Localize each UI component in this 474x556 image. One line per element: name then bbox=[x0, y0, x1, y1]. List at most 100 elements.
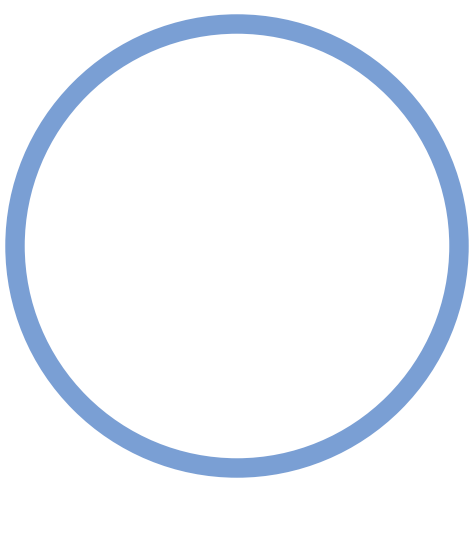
Circle shape bbox=[410, 310, 416, 316]
Polygon shape bbox=[340, 289, 344, 304]
Circle shape bbox=[156, 400, 166, 410]
Circle shape bbox=[257, 132, 262, 137]
Polygon shape bbox=[60, 281, 64, 304]
Circle shape bbox=[262, 134, 266, 138]
Circle shape bbox=[128, 432, 139, 443]
Circle shape bbox=[13, 22, 461, 470]
Polygon shape bbox=[330, 281, 334, 304]
Circle shape bbox=[106, 308, 116, 319]
Circle shape bbox=[387, 421, 393, 428]
Ellipse shape bbox=[230, 122, 244, 140]
Circle shape bbox=[130, 76, 150, 96]
Circle shape bbox=[258, 391, 263, 396]
Circle shape bbox=[27, 36, 447, 456]
Circle shape bbox=[284, 163, 288, 168]
Polygon shape bbox=[220, 283, 224, 304]
Text: minerals: minerals bbox=[130, 339, 190, 353]
Circle shape bbox=[54, 342, 65, 354]
Circle shape bbox=[362, 327, 366, 331]
Circle shape bbox=[70, 360, 77, 367]
Ellipse shape bbox=[308, 124, 323, 147]
Polygon shape bbox=[27, 334, 447, 461]
Circle shape bbox=[427, 412, 436, 421]
FancyArrowPatch shape bbox=[313, 220, 342, 226]
Polygon shape bbox=[270, 287, 274, 304]
Text: CO₂: CO₂ bbox=[103, 220, 128, 232]
Circle shape bbox=[45, 434, 49, 438]
Circle shape bbox=[262, 137, 266, 141]
Circle shape bbox=[103, 444, 111, 453]
Polygon shape bbox=[140, 125, 149, 152]
FancyArrowPatch shape bbox=[190, 327, 239, 349]
Circle shape bbox=[267, 154, 272, 158]
Circle shape bbox=[168, 232, 180, 244]
Polygon shape bbox=[154, 123, 166, 149]
Ellipse shape bbox=[238, 113, 255, 128]
Circle shape bbox=[107, 422, 113, 428]
Polygon shape bbox=[360, 287, 364, 304]
Circle shape bbox=[259, 132, 263, 137]
Polygon shape bbox=[380, 285, 384, 304]
Polygon shape bbox=[108, 54, 250, 304]
Polygon shape bbox=[40, 283, 44, 304]
Circle shape bbox=[270, 147, 274, 151]
Circle shape bbox=[125, 376, 133, 384]
Polygon shape bbox=[120, 275, 124, 304]
Circle shape bbox=[269, 156, 273, 160]
Polygon shape bbox=[210, 275, 214, 304]
Circle shape bbox=[374, 385, 379, 390]
Ellipse shape bbox=[249, 107, 268, 120]
Circle shape bbox=[64, 398, 69, 403]
Polygon shape bbox=[240, 281, 244, 304]
Circle shape bbox=[352, 425, 360, 434]
Circle shape bbox=[278, 139, 282, 143]
Ellipse shape bbox=[298, 111, 317, 132]
Circle shape bbox=[111, 345, 122, 355]
Circle shape bbox=[190, 315, 200, 324]
Circle shape bbox=[287, 350, 295, 359]
Polygon shape bbox=[310, 283, 314, 304]
Polygon shape bbox=[101, 60, 125, 79]
Polygon shape bbox=[50, 273, 54, 304]
Circle shape bbox=[379, 361, 388, 370]
Ellipse shape bbox=[249, 182, 268, 195]
Circle shape bbox=[27, 36, 447, 456]
Circle shape bbox=[248, 127, 296, 175]
Polygon shape bbox=[258, 238, 316, 259]
Polygon shape bbox=[154, 39, 166, 65]
Ellipse shape bbox=[227, 148, 238, 168]
Circle shape bbox=[146, 270, 164, 286]
Polygon shape bbox=[230, 273, 234, 304]
Circle shape bbox=[276, 151, 280, 155]
Circle shape bbox=[394, 363, 399, 367]
Circle shape bbox=[322, 318, 333, 329]
Polygon shape bbox=[119, 44, 136, 69]
Circle shape bbox=[103, 349, 110, 356]
FancyBboxPatch shape bbox=[10, 489, 464, 551]
Ellipse shape bbox=[284, 103, 306, 120]
Circle shape bbox=[242, 121, 302, 181]
Polygon shape bbox=[320, 273, 324, 304]
Circle shape bbox=[36, 444, 44, 452]
Circle shape bbox=[273, 151, 278, 156]
Circle shape bbox=[261, 152, 265, 156]
Ellipse shape bbox=[300, 122, 313, 140]
Polygon shape bbox=[166, 115, 187, 137]
Text: O₂: O₂ bbox=[390, 139, 406, 153]
Circle shape bbox=[144, 321, 154, 330]
Polygon shape bbox=[91, 82, 118, 92]
Circle shape bbox=[156, 370, 164, 378]
Polygon shape bbox=[390, 275, 394, 304]
Ellipse shape bbox=[262, 186, 282, 196]
Ellipse shape bbox=[227, 134, 238, 154]
Text: sunlight: sunlight bbox=[153, 127, 223, 141]
Ellipse shape bbox=[289, 113, 306, 128]
Circle shape bbox=[375, 150, 389, 162]
Ellipse shape bbox=[276, 107, 295, 120]
Circle shape bbox=[137, 410, 149, 422]
Circle shape bbox=[256, 148, 261, 152]
Circle shape bbox=[271, 138, 275, 142]
Polygon shape bbox=[420, 281, 424, 304]
Ellipse shape bbox=[306, 134, 317, 154]
Polygon shape bbox=[110, 285, 114, 304]
